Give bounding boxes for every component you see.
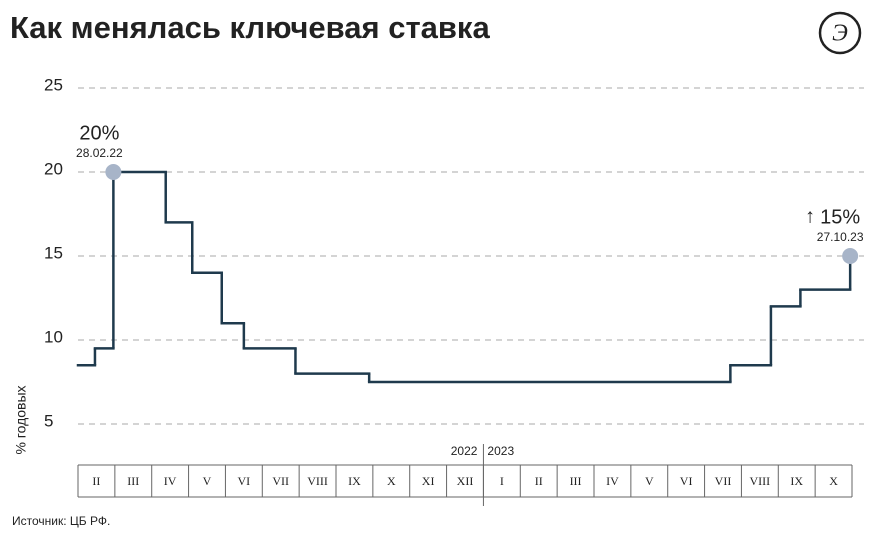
month-label: III bbox=[127, 474, 139, 488]
month-label: IX bbox=[348, 474, 361, 488]
year-label: 2023 bbox=[487, 444, 514, 458]
chart-title: Как менялась ключевая ставка bbox=[10, 10, 490, 45]
marker bbox=[105, 164, 122, 180]
month-label: V bbox=[645, 474, 654, 488]
marker bbox=[842, 248, 859, 264]
start-value-label: 20% bbox=[79, 122, 119, 144]
y-tick-label: 20 bbox=[44, 159, 63, 178]
month-label: VI bbox=[680, 474, 693, 488]
month-label: X bbox=[387, 474, 396, 488]
month-label: VIII bbox=[750, 474, 771, 488]
month-label: VII bbox=[715, 474, 732, 488]
logo-letter: Э bbox=[832, 21, 848, 47]
month-label: IV bbox=[606, 474, 619, 488]
source: Источник: ЦБ РФ. bbox=[12, 514, 110, 528]
month-label: XI bbox=[422, 474, 435, 488]
logo: Э bbox=[818, 11, 862, 55]
logo-ring bbox=[818, 11, 862, 55]
y-axis-label: % годовых bbox=[13, 385, 29, 454]
month-label: VI bbox=[238, 474, 251, 488]
month-label: VIII bbox=[307, 474, 328, 488]
month-label: X bbox=[829, 474, 838, 488]
month-label: XII bbox=[457, 474, 474, 488]
year-label: 2022 bbox=[451, 444, 478, 458]
month-label: IV bbox=[164, 474, 177, 488]
y-tick-label: 15 bbox=[44, 243, 63, 262]
month-label: II bbox=[535, 474, 543, 488]
month-label: VII bbox=[272, 474, 289, 488]
end-value-label: 15% bbox=[820, 206, 860, 228]
month-label: II bbox=[92, 474, 100, 488]
month-label: I bbox=[500, 474, 504, 488]
month-label: IX bbox=[790, 474, 803, 488]
month-label: III bbox=[570, 474, 582, 488]
up-arrow: ↑ bbox=[805, 205, 815, 227]
y-tick-label: 10 bbox=[44, 327, 63, 346]
date-label: 28.02.22 bbox=[76, 146, 123, 160]
date-label: 27.10.23 bbox=[817, 230, 864, 244]
month-label: V bbox=[203, 474, 212, 488]
y-tick-label: 25 bbox=[44, 75, 63, 94]
y-tick-label: 5 bbox=[44, 411, 53, 430]
